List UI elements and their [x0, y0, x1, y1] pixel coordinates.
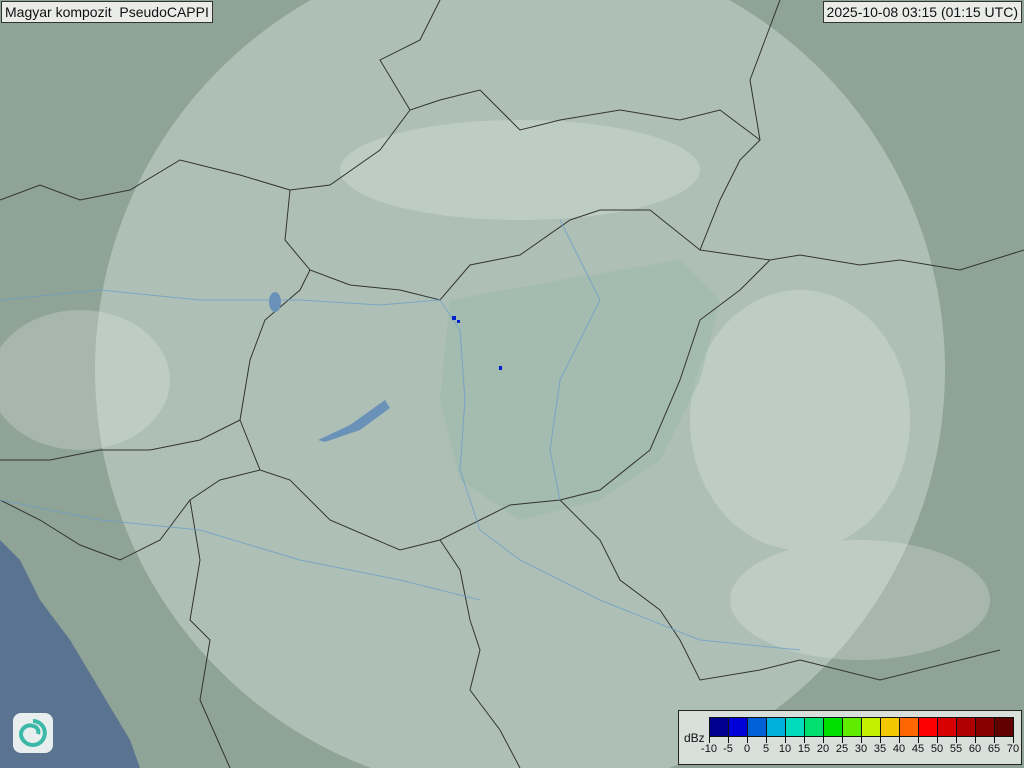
legend-tick [994, 737, 995, 743]
legend-color-cell [976, 718, 995, 736]
legend-tick-label: 5 [762, 743, 770, 755]
legend-tick-label: 10 [778, 743, 792, 755]
adriatic-sea [0, 540, 140, 768]
legend-tick [899, 737, 900, 743]
legend-tick-label: -10 [701, 743, 717, 755]
legend-color-cell [767, 718, 786, 736]
legend-tick [880, 737, 881, 743]
legend-color-cell [995, 718, 1013, 736]
timestamp: 2025-10-08 03:15 (01:15 UTC) [822, 1, 1022, 23]
legend-color-cell [786, 718, 805, 736]
legend-tick [861, 737, 862, 743]
legend-tick-label: 70 [1006, 743, 1020, 755]
legend-tick-label: 15 [797, 743, 811, 755]
legend-tick-label: 35 [873, 743, 887, 755]
legend-color-cell [900, 718, 919, 736]
legend-tick [823, 737, 824, 743]
legend-color-cell [843, 718, 862, 736]
hungarian-plain [440, 260, 720, 520]
legend-tick [975, 737, 976, 743]
legend-tick [937, 737, 938, 743]
legend-color-cell [805, 718, 824, 736]
legend-tick-label: 55 [949, 743, 963, 755]
legend-tick [709, 737, 710, 743]
legend-tick [918, 737, 919, 743]
legend-color-cell [957, 718, 976, 736]
legend-tick-label: 20 [816, 743, 830, 755]
legend-unit: dBz [684, 731, 705, 745]
legend-tick-label: 40 [892, 743, 906, 755]
legend-tick [1013, 737, 1014, 743]
legend-color-cell [862, 718, 881, 736]
legend-tick-label: 65 [987, 743, 1001, 755]
legend-tick-label: 50 [930, 743, 944, 755]
legend-tick [785, 737, 786, 743]
legend-color-cell [919, 718, 938, 736]
lakes [269, 292, 390, 442]
relief-shading [0, 120, 990, 660]
legend-tick [804, 737, 805, 743]
legend-tick-label: 0 [743, 743, 751, 755]
legend-color-cell [729, 718, 748, 736]
legend-color-cell [824, 718, 843, 736]
rivers [0, 219, 801, 651]
legend-tick [747, 737, 748, 743]
legend-ticks: -10 -5 0 5 10 15 20 25 30 35 40 45 50 55 60 65 70 [701, 737, 1019, 761]
legend-color-bar [709, 717, 1014, 737]
swirl-logo-icon [13, 713, 53, 753]
legend-tick-label: 45 [911, 743, 925, 755]
legend-tick-label: -5 [723, 743, 733, 755]
radar-echoes [452, 316, 502, 370]
legend-tick-label: 25 [835, 743, 849, 755]
legend-tick [728, 737, 729, 743]
legend-tick [766, 737, 767, 743]
legend-color-cell [938, 718, 957, 736]
legend-color-cell [710, 718, 729, 736]
legend-tick-label: 30 [854, 743, 868, 755]
product-title: Magyar kompozit PseudoCAPPI [1, 1, 213, 23]
legend-tick-label: 60 [968, 743, 982, 755]
legend-color-cell [881, 718, 900, 736]
legend-tick [956, 737, 957, 743]
legend-tick [842, 737, 843, 743]
legend-color-cell [748, 718, 767, 736]
color-legend: dBz -10 -5 0 5 10 15 20 25 30 35 40 45 50 55 60 65 70 [678, 710, 1022, 765]
